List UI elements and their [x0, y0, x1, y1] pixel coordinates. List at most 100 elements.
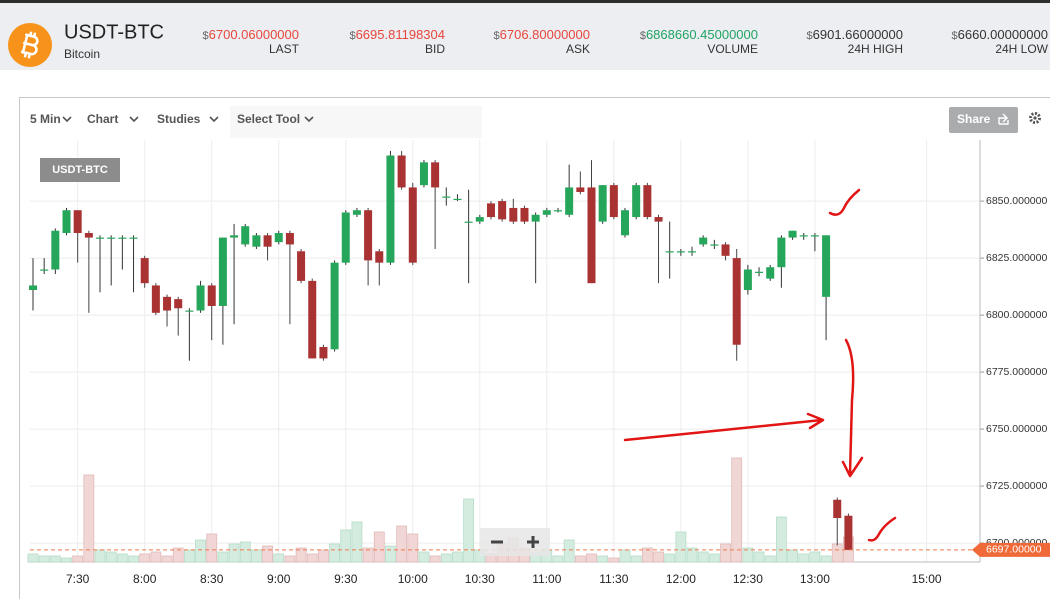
candle-body — [531, 214, 540, 222]
volume-bar — [284, 555, 296, 563]
candle-body — [542, 210, 551, 215]
stat-value: $6700.06000000 — [203, 27, 300, 42]
candle-body — [464, 221, 473, 223]
candle-body — [174, 299, 183, 309]
value: 6868660.45000000 — [646, 27, 758, 42]
candle-body — [308, 280, 317, 359]
bitcoin-icon — [8, 23, 52, 67]
volume-bar — [697, 551, 709, 563]
volume-bar — [675, 531, 687, 563]
volume-bar — [775, 516, 787, 563]
candle-body — [587, 187, 596, 284]
x-tick-label: 11:00 — [532, 572, 561, 586]
volume-bar — [764, 555, 776, 563]
stat-label: LAST — [269, 42, 300, 56]
volume-bar — [552, 555, 564, 563]
volume-bar — [150, 551, 162, 563]
candle-body — [330, 262, 339, 350]
x-tick-label: 11:30 — [599, 572, 628, 586]
candle-body — [654, 217, 663, 222]
chart-menu[interactable]: Chart — [87, 112, 118, 126]
chart-panel — [19, 97, 1050, 599]
candle-body — [397, 155, 406, 188]
interval-menu[interactable]: 5 Min — [30, 112, 61, 126]
stat-value: $6706.80000000 — [494, 27, 591, 42]
stat-label: BID — [425, 42, 445, 56]
volume-bar — [262, 545, 273, 563]
candle-body — [833, 499, 842, 518]
volume-bar — [686, 547, 698, 563]
value: 6660.00000000 — [958, 27, 1048, 42]
share-button[interactable] — [949, 107, 1018, 133]
value: 6706.80000000 — [500, 27, 590, 42]
last-price-tag — [972, 542, 1050, 557]
volume-bar — [787, 549, 798, 563]
candle-body — [29, 285, 37, 291]
currency: $ — [807, 30, 813, 42]
volume-bar — [172, 547, 184, 563]
x-tick-label: 10:30 — [465, 572, 495, 586]
volume-bar — [619, 549, 631, 563]
volume-bar — [407, 533, 419, 563]
zoom-control[interactable] — [480, 528, 550, 556]
tool-menu[interactable]: Select Tool — [237, 112, 300, 126]
candle-body — [643, 185, 652, 218]
volume-bar — [195, 539, 206, 563]
stat-label: 24H LOW — [995, 42, 1048, 56]
candle-body — [699, 237, 708, 245]
settings-icon[interactable] — [1029, 112, 1041, 124]
candle-body — [341, 212, 350, 263]
volume-bar — [831, 543, 843, 563]
stat-value: $6901.66000000 — [807, 27, 904, 42]
volume-bar — [720, 543, 731, 563]
volume-bar — [597, 555, 609, 563]
volume-bar — [49, 555, 61, 563]
volume-bar — [798, 553, 810, 563]
candle-body — [621, 210, 630, 236]
y-tick-label: 6775.000000 — [986, 366, 1047, 378]
candle-body — [721, 244, 730, 256]
value: 6901.66000000 — [813, 27, 903, 42]
candle-body — [520, 207, 529, 222]
volume-bar — [306, 553, 318, 563]
volume-bar — [820, 555, 832, 563]
volume-bar — [295, 547, 307, 563]
volume-bar — [116, 553, 128, 563]
volume-bar — [440, 553, 452, 563]
x-tick-label: 9:00 — [267, 572, 291, 586]
candle-body — [442, 196, 451, 198]
volume-bar — [452, 551, 463, 563]
volume-bar — [708, 553, 720, 563]
volume-bar — [228, 543, 240, 563]
volume-bar — [340, 529, 352, 563]
volume-bar — [72, 555, 84, 563]
x-tick-label: 15:00 — [912, 572, 942, 586]
volume-bar — [329, 543, 340, 563]
volume-bar — [563, 539, 575, 563]
toolbar-shade — [230, 106, 482, 138]
top-strip — [0, 0, 1050, 3]
candle-body — [319, 347, 328, 359]
volume-bar — [318, 549, 329, 563]
candle-body — [609, 185, 618, 218]
x-tick-label: 12:30 — [733, 572, 763, 586]
candle-body — [598, 185, 607, 222]
volume-bar — [630, 555, 642, 563]
candle-body — [453, 198, 462, 201]
volume-bar — [385, 545, 396, 563]
y-tick-label: 6850.000000 — [986, 195, 1047, 207]
volume-bar — [27, 553, 39, 563]
candle-body — [777, 237, 786, 268]
header-bar — [0, 0, 1050, 70]
candle-body — [732, 258, 741, 345]
candle-body — [386, 155, 395, 263]
candle-body — [665, 251, 674, 253]
share-label[interactable]: Share — [957, 112, 991, 126]
volume-bar — [586, 553, 597, 563]
candle-body — [766, 267, 775, 279]
volume-bar — [742, 547, 754, 563]
candle-body — [51, 230, 60, 270]
studies-menu[interactable]: Studies — [157, 112, 201, 126]
